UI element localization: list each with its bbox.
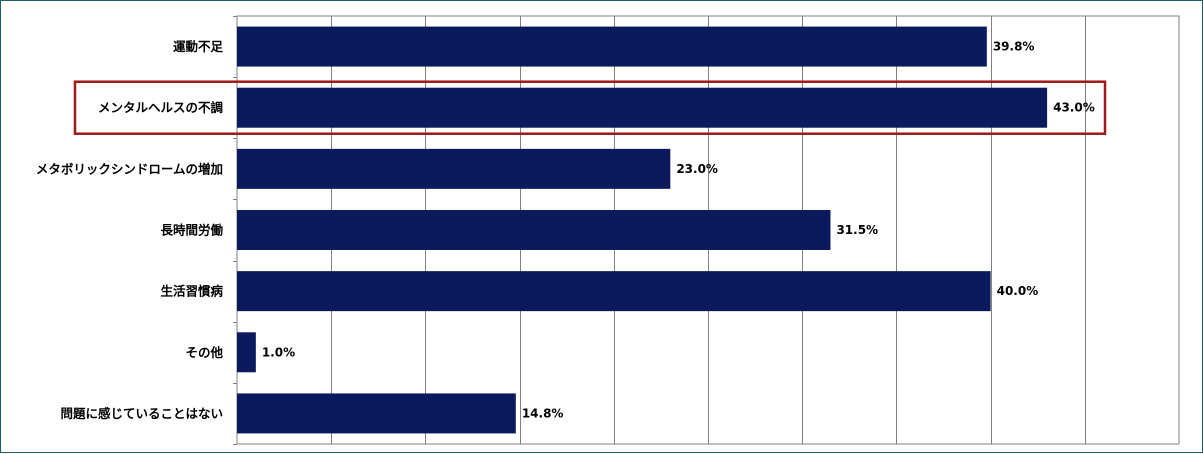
bar [237,271,991,312]
bar [237,332,256,373]
data-label: 23.0% [676,162,718,176]
category-label: その他 [185,345,223,360]
bar [237,148,671,189]
bar [237,393,516,434]
bar [237,87,1048,128]
category-label: 運動不足 [173,39,224,54]
category-label: 問題に感じていることはない [60,406,223,421]
category-label: メタボリックシンドロームの増加 [36,161,223,176]
data-label: 1.0% [262,345,295,359]
data-label: 14.8% [522,406,564,420]
category-label: 長時間労働 [160,223,223,238]
data-label: 40.0% [997,284,1039,298]
data-label: 43.0% [1053,101,1095,115]
category-label: 生活習慣病 [160,284,223,299]
bar [237,210,831,250]
data-label: 31.5% [836,223,878,237]
bar [237,26,987,67]
highlight-box [73,80,1107,135]
category-label: メンタルヘルスの不調 [98,100,223,115]
data-label: 39.8% [993,40,1035,54]
